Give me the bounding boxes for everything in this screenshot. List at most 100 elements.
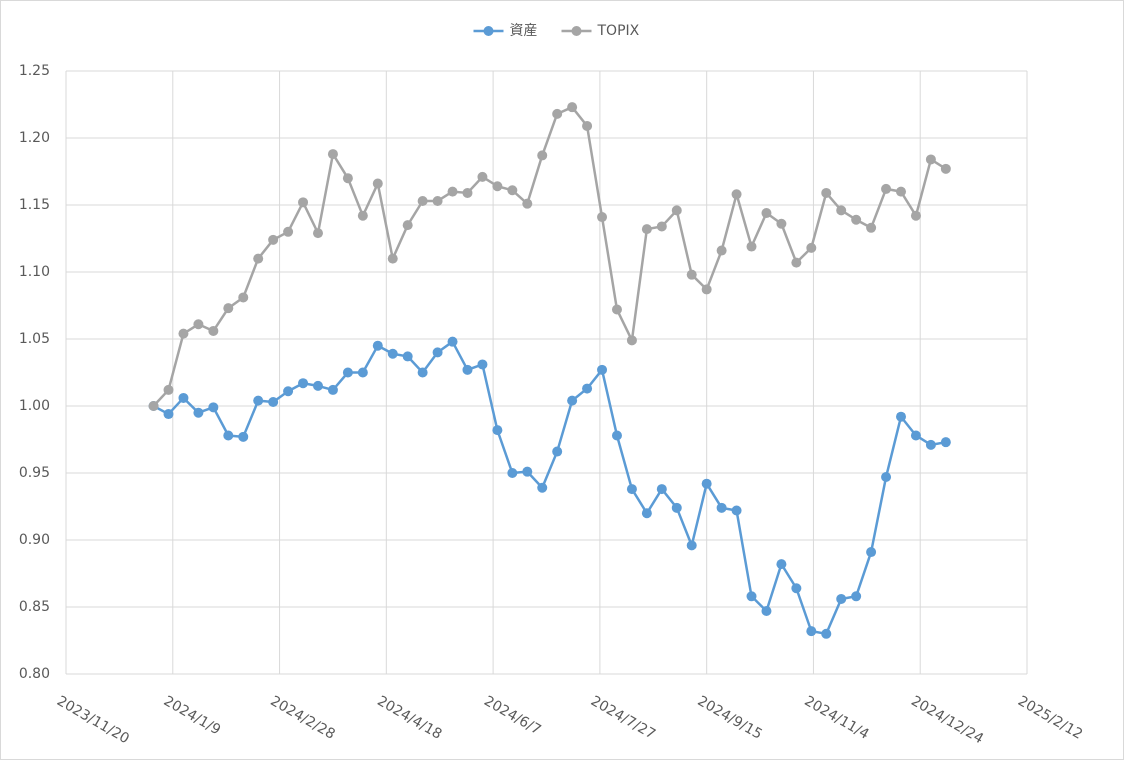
data-point: [193, 407, 204, 418]
y-tick-label: 1.20: [19, 130, 50, 146]
data-point: [163, 409, 174, 420]
data-point: [462, 364, 473, 375]
data-point: [791, 257, 802, 268]
data-point: [821, 187, 832, 198]
data-point: [312, 380, 323, 391]
data-point: [163, 384, 174, 395]
data-point: [866, 547, 877, 558]
data-point: [253, 253, 264, 264]
data-point: [746, 241, 757, 252]
data-point: [417, 367, 428, 378]
data-point: [342, 367, 353, 378]
data-point: [896, 411, 907, 422]
data-point: [836, 205, 847, 216]
data-point: [432, 347, 443, 358]
data-point: [806, 626, 817, 637]
data-point: [567, 395, 578, 406]
data-point: [178, 392, 189, 403]
data-point: [626, 484, 637, 495]
data-point: [193, 319, 204, 330]
data-point: [372, 340, 383, 351]
data-point: [761, 606, 772, 617]
data-point: [298, 378, 309, 389]
data-point: [641, 508, 652, 519]
data-point: [626, 335, 637, 346]
data-point: [268, 234, 279, 245]
data-point: [432, 195, 443, 206]
data-point: [851, 591, 862, 602]
data-point: [552, 108, 563, 119]
data-point: [940, 437, 951, 448]
data-point: [821, 628, 832, 639]
data-point: [357, 210, 368, 221]
data-point: [537, 482, 548, 493]
data-point: [671, 502, 682, 513]
data-point: [746, 591, 757, 602]
data-point: [776, 218, 787, 229]
data-point: [238, 292, 249, 303]
y-tick-label: 1.10: [19, 264, 50, 280]
data-point: [686, 269, 697, 280]
legend-label: 資産: [510, 23, 538, 39]
data-point: [387, 253, 398, 264]
data-point: [597, 212, 608, 223]
data-point: [940, 163, 951, 174]
y-tick-label: 1.25: [19, 63, 50, 79]
data-point: [522, 198, 533, 209]
data-point: [910, 430, 921, 441]
data-point: [447, 186, 458, 197]
data-point: [925, 154, 936, 165]
data-point: [507, 185, 518, 196]
data-point: [417, 195, 428, 206]
data-point: [881, 472, 892, 483]
data-point: [611, 430, 622, 441]
data-point: [776, 559, 787, 570]
data-point: [552, 446, 563, 457]
data-point: [611, 304, 622, 315]
data-point: [208, 402, 219, 413]
data-point: [253, 395, 264, 406]
data-point: [896, 186, 907, 197]
data-point: [851, 214, 862, 225]
data-point: [148, 401, 159, 411]
data-point: [357, 367, 368, 378]
data-point: [283, 226, 294, 237]
data-point: [656, 484, 667, 495]
data-point: [402, 351, 413, 362]
data-point: [866, 222, 877, 233]
data-point: [223, 430, 234, 441]
y-tick-label: 1.05: [19, 331, 50, 347]
data-point: [641, 224, 652, 235]
data-point: [223, 303, 234, 314]
legend-marker: [483, 26, 494, 36]
data-point: [582, 383, 593, 394]
data-point: [238, 431, 249, 442]
data-point: [731, 505, 742, 516]
data-point: [447, 336, 458, 347]
data-point: [537, 150, 548, 161]
data-point: [656, 221, 667, 232]
legend-label: TOPIX: [597, 23, 640, 39]
data-point: [701, 284, 712, 295]
data-point: [327, 384, 338, 395]
y-tick-label: 0.80: [19, 666, 50, 682]
data-point: [283, 386, 294, 397]
data-point: [268, 396, 279, 407]
data-point: [507, 468, 518, 478]
data-point: [716, 245, 727, 256]
data-point: [492, 181, 503, 192]
data-point: [567, 102, 578, 113]
data-point: [701, 478, 712, 489]
y-tick-label: 0.90: [19, 532, 50, 548]
data-point: [387, 348, 398, 359]
data-point: [716, 502, 727, 513]
y-tick-label: 1.15: [19, 197, 50, 213]
data-point: [208, 325, 219, 336]
data-point: [342, 173, 353, 184]
data-point: [791, 583, 802, 594]
data-point: [462, 187, 473, 198]
data-point: [178, 328, 189, 339]
data-point: [402, 220, 413, 231]
y-tick-label: 0.95: [19, 465, 50, 481]
